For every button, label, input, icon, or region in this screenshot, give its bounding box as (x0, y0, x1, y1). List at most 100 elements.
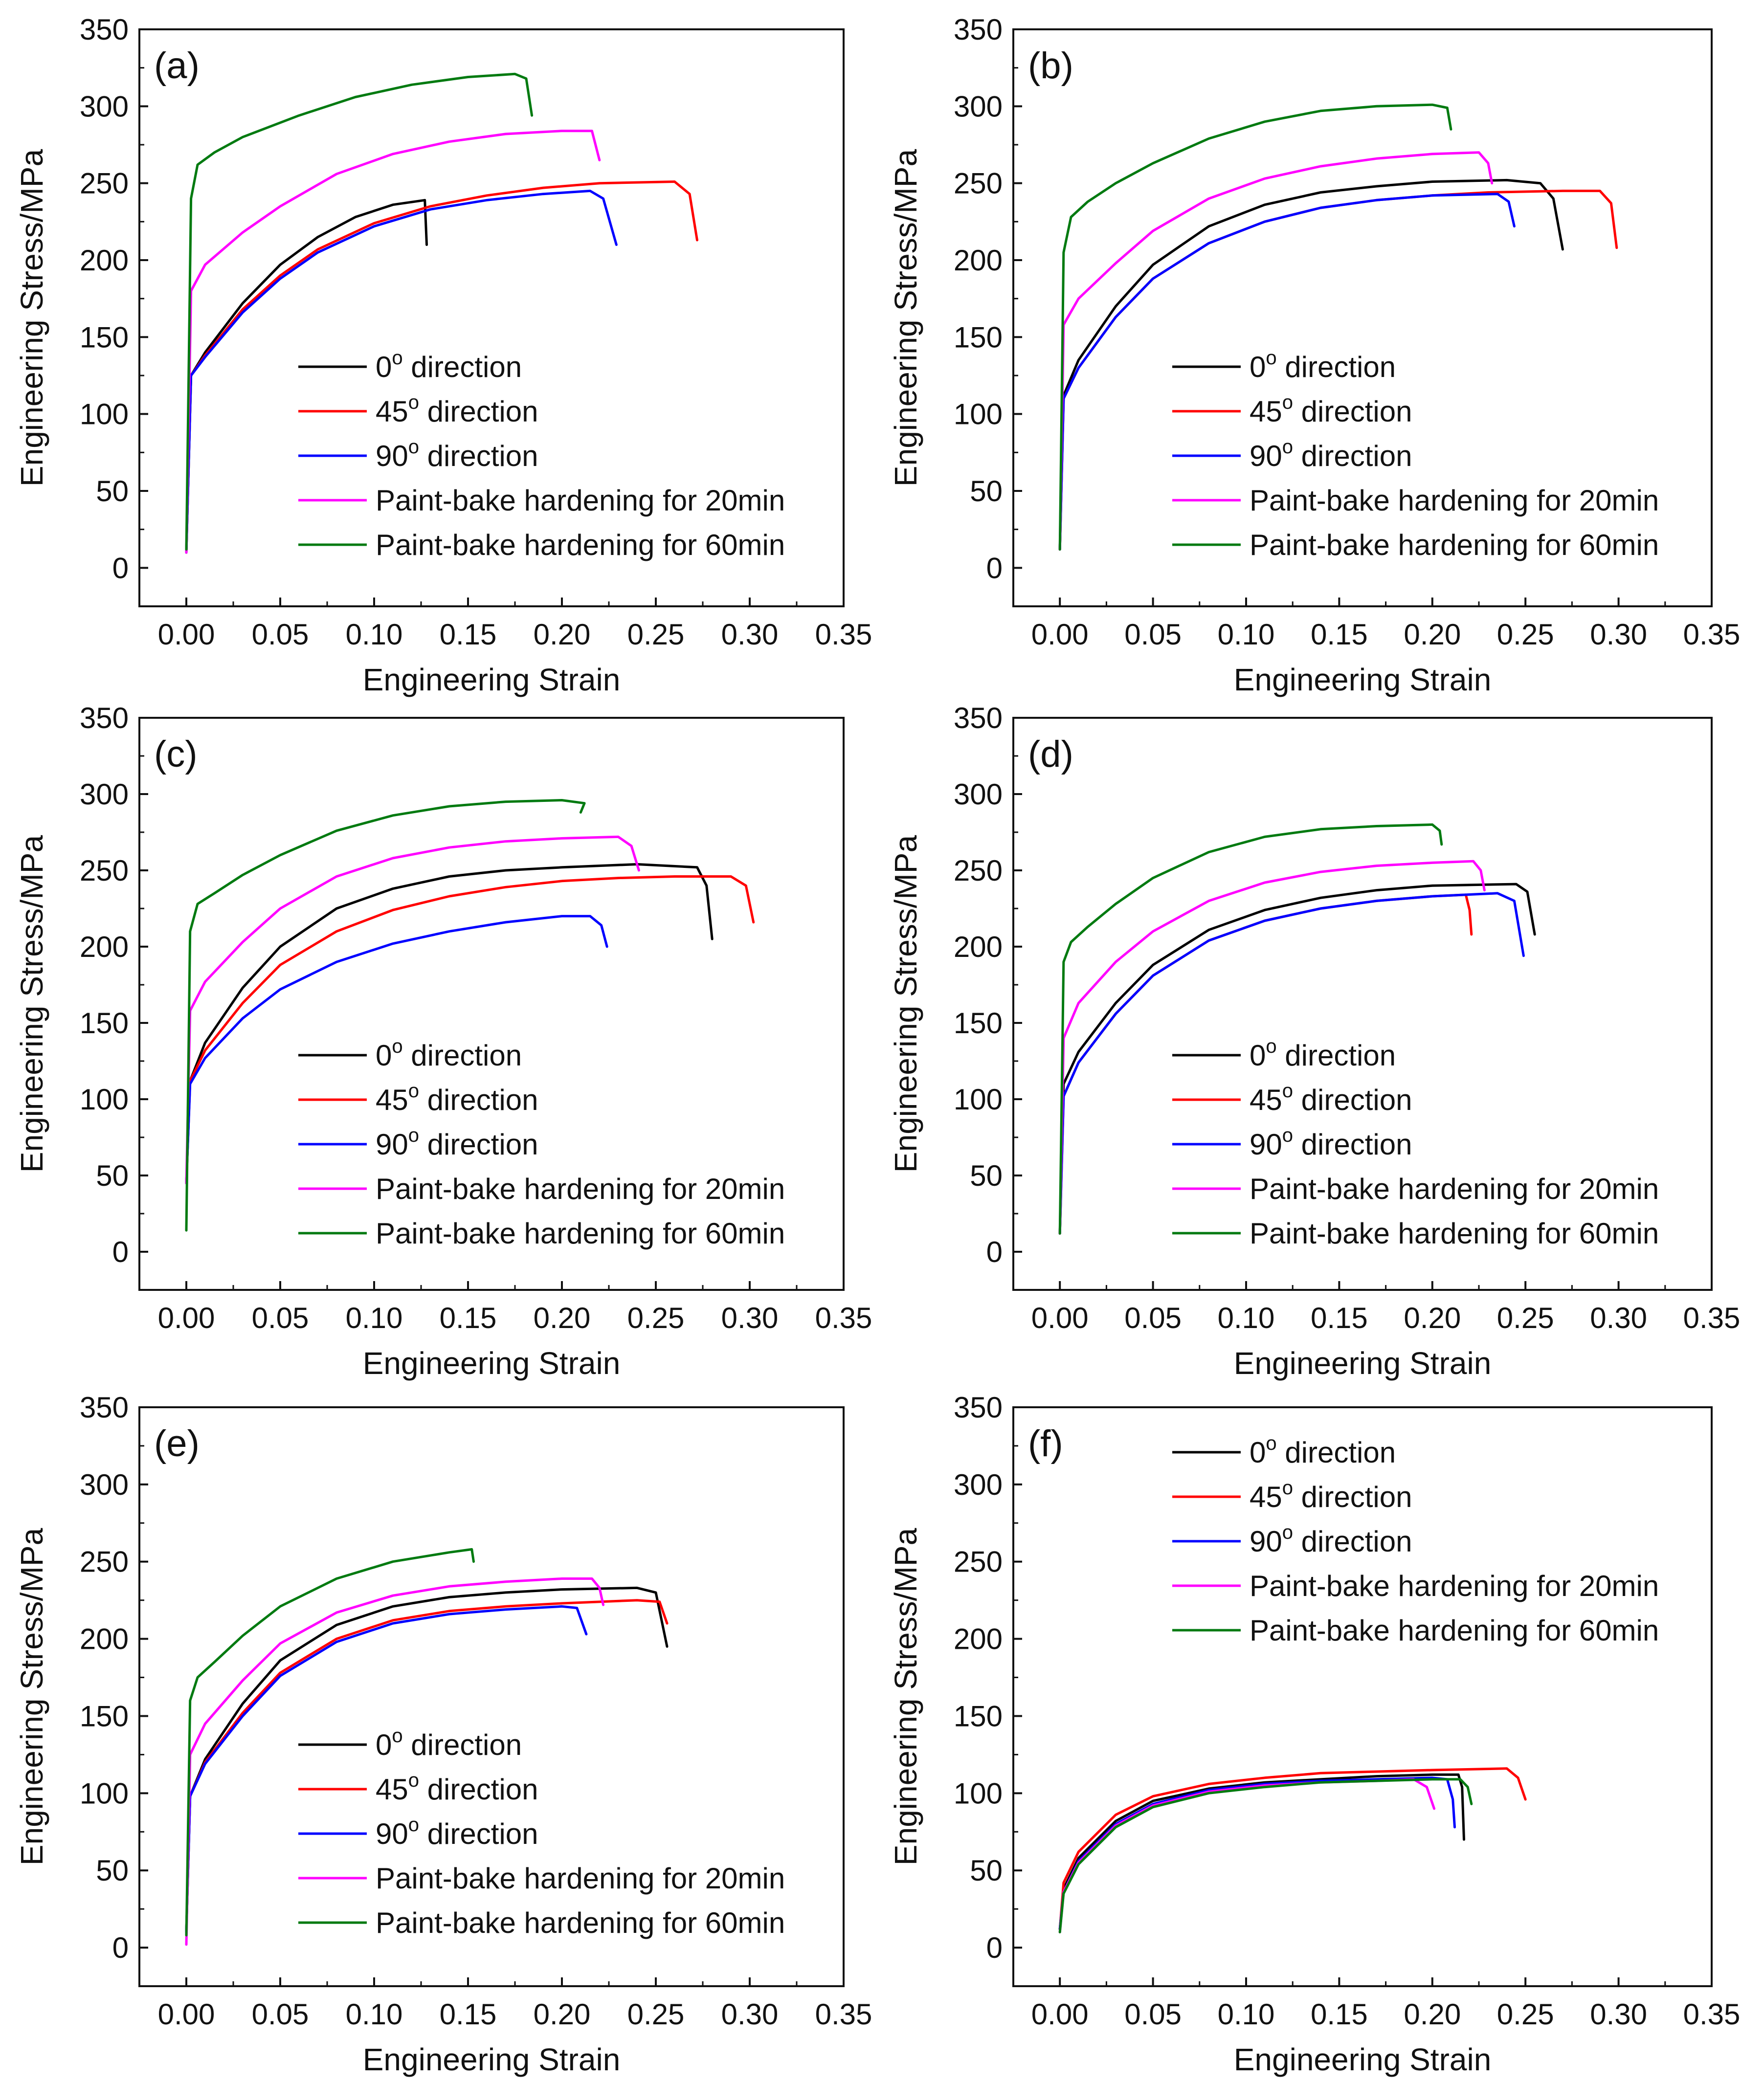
y-tick-label: 250 (954, 1546, 1003, 1578)
legend-degree-sup: o (1282, 1522, 1293, 1543)
panel-label: (d) (1028, 733, 1073, 775)
legend-label-pb60: Paint-bake hardening for 60min (376, 1906, 785, 1939)
y-axis-label: Engineering Stress/MPa (888, 835, 923, 1173)
plot-frame (138, 28, 845, 607)
y-tick-label: 50 (96, 1159, 129, 1192)
series-line-d0 (1058, 1773, 1465, 1930)
legend-label-main: 45 (1250, 395, 1282, 428)
legend-label-main: Paint-bake hardening for 20min (376, 484, 785, 517)
series-line-d45 (1058, 1767, 1527, 1930)
legend-label-main: 45 (376, 1084, 408, 1116)
y-tick-label: 200 (954, 1623, 1003, 1656)
x-tick-label: 0.15 (440, 618, 497, 651)
series-line-pb20 (1058, 1778, 1436, 1933)
plot-frame (138, 717, 845, 1291)
legend-label-pb20: Paint-bake hardening for 20min (1250, 1570, 1659, 1602)
legend-label-main: Paint-bake hardening for 20min (1250, 1173, 1659, 1205)
legend-label-pb60: Paint-bake hardening for 60min (376, 529, 785, 561)
x-tick-label: 0.00 (158, 1302, 215, 1334)
series-line-d0 (1058, 883, 1536, 1235)
x-tick-label: 0.35 (1683, 618, 1741, 651)
x-tick-label: 0.05 (1124, 618, 1182, 651)
legend-label-suffix: direction (419, 395, 538, 428)
y-tick-label: 150 (954, 1700, 1003, 1732)
legend-label-d45: 45o direction (376, 1770, 538, 1806)
x-tick-label: 0.10 (346, 1998, 403, 2031)
y-tick-label: 300 (80, 90, 129, 123)
chart-panel-1: 0.00 0.05 0.10 0.15 0.20 0.25 0.30 0.35 0 50 100 15… (888, 13, 1740, 697)
chart-panel-5: 0.00 0.05 0.10 0.15 0.20 0.25 0.30 0.35 0 50 100 15… (888, 1391, 1740, 2077)
y-tick-label: 50 (970, 1159, 1003, 1192)
series-line-pb60 (185, 1548, 475, 1937)
legend-degree-sup: o (392, 347, 402, 369)
legend-label-suffix: direction (403, 1039, 522, 1072)
y-tick-label: 350 (80, 13, 129, 46)
y-axis-label: Engineering Stress/MPa (888, 149, 923, 487)
x-tick-label: 0.10 (1218, 1998, 1275, 2031)
legend-label-d0: 0o direction (1250, 347, 1396, 383)
y-tick-label: 300 (954, 90, 1003, 123)
legend-label-d0: 0o direction (1250, 1036, 1396, 1072)
legend-degree-sup: o (1282, 436, 1293, 458)
x-tick-label: 0.05 (1124, 1998, 1182, 2031)
y-tick-label: 50 (96, 475, 129, 508)
legend-degree-sup: o (408, 1770, 419, 1791)
panel-label: (c) (154, 733, 198, 775)
legend-degree-sup: o (392, 1036, 402, 1057)
series-line-d90 (1058, 193, 1516, 551)
y-tick-label: 100 (954, 1777, 1003, 1810)
x-tick-label: 0.30 (721, 1302, 779, 1334)
series-line-d90 (1058, 892, 1525, 1235)
x-tick-label: 0.20 (1404, 1302, 1461, 1334)
y-tick-label: 250 (80, 1546, 129, 1578)
legend-label-suffix: direction (419, 1084, 538, 1116)
legend-label-main: 90 (1250, 1128, 1282, 1161)
x-axis-label: Engineering Strain (1234, 2042, 1492, 2077)
y-axis-label: Engineering Stress/MPa (888, 1528, 923, 1866)
y-tick-label: 350 (80, 702, 129, 734)
x-tick-label: 0.15 (440, 1998, 497, 2031)
y-tick-label: 150 (954, 321, 1003, 354)
y-tick-label: 300 (954, 1468, 1003, 1501)
legend-label-suffix: direction (1293, 440, 1412, 472)
chart-panel-3: 0.00 0.05 0.10 0.15 0.20 0.25 0.30 0.35 0 50 100 15… (888, 702, 1740, 1381)
legend-label-suffix: direction (1293, 1481, 1412, 1513)
panel-label: (b) (1028, 45, 1073, 87)
legend-label-main: 0 (376, 351, 392, 383)
x-tick-label: 0.35 (815, 618, 872, 651)
x-tick-label: 0.00 (158, 618, 215, 651)
legend-label-suffix: direction (1277, 1436, 1396, 1469)
y-tick-label: 150 (80, 1700, 129, 1732)
y-tick-label: 0 (112, 1236, 129, 1268)
y-tick-label: 250 (954, 167, 1003, 200)
legend-label-pb60: Paint-bake hardening for 60min (1250, 529, 1659, 561)
y-tick-label: 350 (80, 1391, 129, 1424)
legend-degree-sup: o (1282, 392, 1293, 413)
legend-label-d45: 45o direction (1250, 392, 1412, 428)
x-tick-label: 0.25 (1497, 1302, 1554, 1334)
legend-label-suffix: direction (419, 1773, 538, 1806)
legend-label-main: 45 (376, 1773, 408, 1806)
series-line-pb60 (185, 72, 534, 551)
y-tick-label: 50 (970, 475, 1003, 508)
legend-label-suffix: direction (403, 351, 522, 383)
y-tick-label: 200 (80, 931, 129, 963)
x-tick-label: 0.10 (346, 618, 403, 651)
legend-label-main: 0 (1250, 351, 1266, 383)
legend-label-main: Paint-bake hardening for 60min (376, 529, 785, 561)
legend-label-suffix: direction (403, 1728, 522, 1761)
y-tick-label: 0 (112, 552, 129, 584)
legend-label-main: 0 (376, 1039, 392, 1072)
series-line-pb20 (1058, 151, 1494, 551)
legend-label-main: Paint-bake hardening for 60min (1250, 529, 1659, 561)
series-line-pb20 (185, 130, 601, 554)
legend-label-suffix: direction (419, 1128, 538, 1161)
x-tick-label: 0.15 (1311, 1998, 1368, 2031)
panel-label: (f) (1028, 1423, 1063, 1464)
legend-label-suffix: direction (1293, 1084, 1412, 1116)
series-line-d90 (1058, 1776, 1456, 1930)
